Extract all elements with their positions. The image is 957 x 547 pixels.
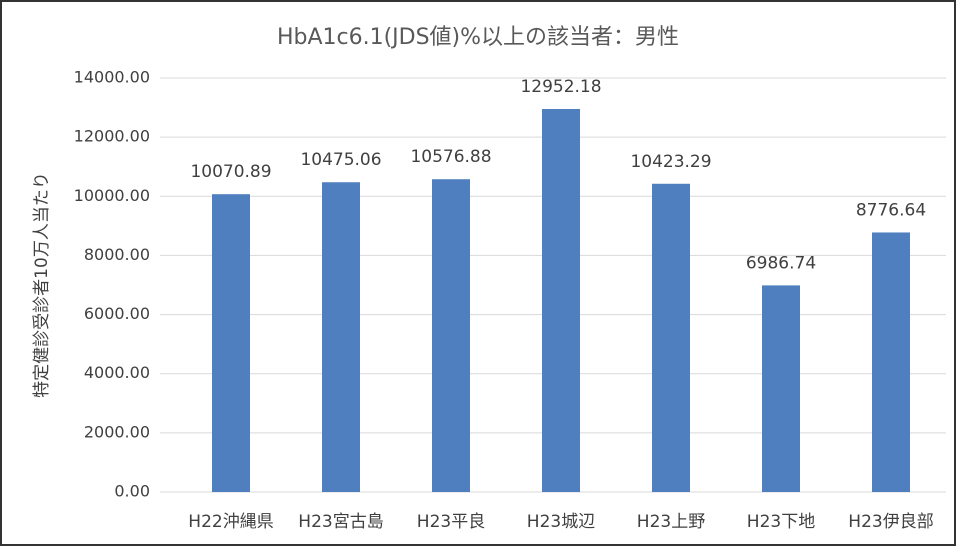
chart-title: HbA1c6.1(JDS値)%以上の該当者：男性 [277, 25, 679, 50]
y-tick-label: 14000.00 [74, 68, 150, 87]
data-label: 10475.06 [300, 150, 381, 170]
bar [212, 194, 250, 492]
x-tick-label: H23宮古島 [298, 512, 383, 532]
x-tick-label: H22沖縄県 [188, 512, 273, 532]
y-tick-label: 12000.00 [74, 127, 150, 146]
bar [762, 285, 800, 492]
x-tick-label: H23上野 [637, 512, 705, 532]
data-label: 6986.74 [746, 253, 816, 273]
bar [432, 179, 470, 492]
bar [542, 108, 580, 492]
data-label: 10576.88 [410, 147, 491, 167]
y-tick-label: 4000.00 [84, 363, 150, 382]
data-label: 8776.64 [856, 200, 926, 220]
bar [322, 182, 360, 492]
x-tick-label: H23下地 [747, 512, 815, 532]
x-tick-label: H23城辺 [527, 512, 595, 532]
y-tick-label: 6000.00 [84, 304, 150, 323]
y-axis-label: 特定健診受診者10万人当たり [32, 172, 52, 398]
bar [652, 183, 690, 492]
data-label: 10423.29 [630, 152, 711, 172]
y-tick-label: 0.00 [114, 482, 150, 501]
y-tick-label: 10000.00 [74, 186, 150, 205]
y-tick-label: 8000.00 [84, 245, 150, 264]
data-label: 12952.18 [520, 77, 601, 97]
x-tick-label: H23平良 [417, 512, 485, 532]
bar [872, 232, 910, 492]
y-tick-label: 2000.00 [84, 422, 150, 441]
x-tick-label: H23伊良部 [848, 512, 933, 532]
data-label: 10070.89 [190, 162, 271, 182]
